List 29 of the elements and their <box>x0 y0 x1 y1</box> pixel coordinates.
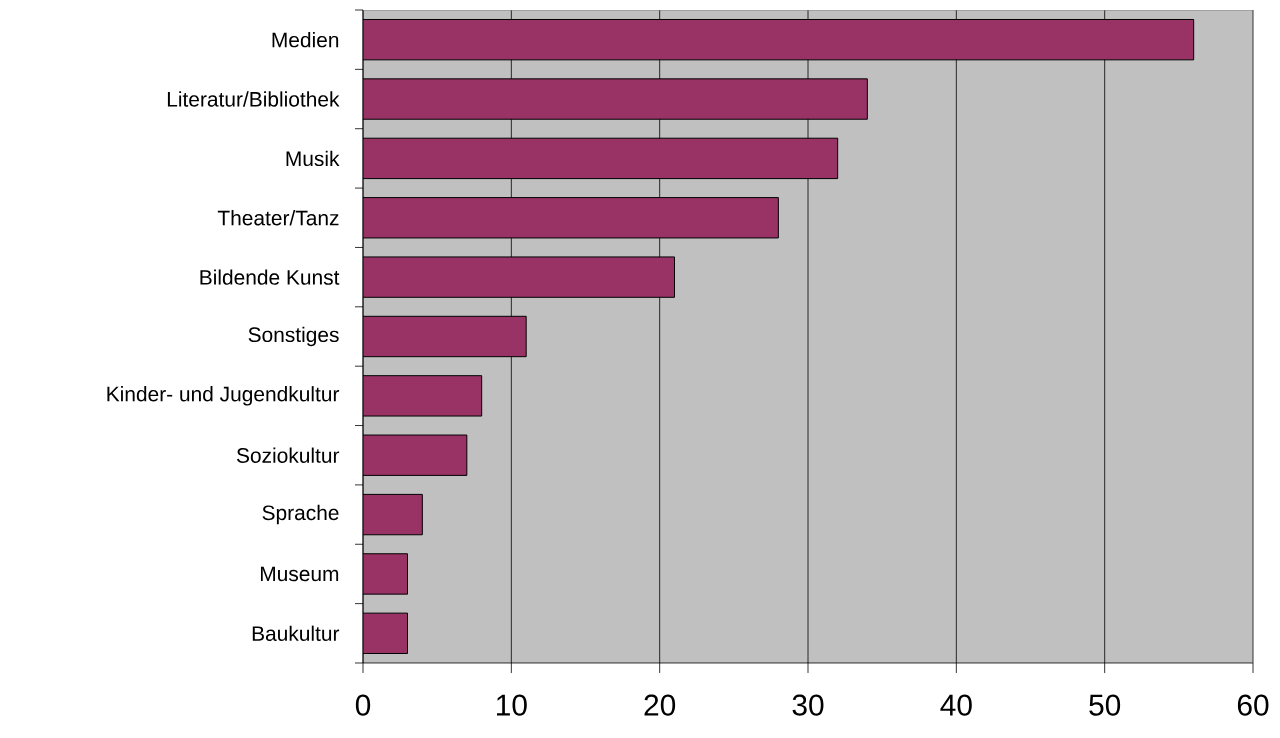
bar <box>363 18 1195 61</box>
y-tick-label: Sonstiges <box>248 326 339 347</box>
y-tick-label: Kinder- und Jugendkultur <box>107 386 340 406</box>
y-tick-label: Theater/Tanz <box>217 210 339 226</box>
bar <box>363 553 409 595</box>
bar <box>363 493 423 536</box>
y-tick-label: Soziokultur <box>236 447 340 463</box>
y-tick-label: Bildende Kunst <box>200 269 340 285</box>
bar <box>363 434 468 476</box>
x-tick-label: 10 <box>497 694 527 716</box>
bar <box>363 612 409 654</box>
x-tick-label: 20 <box>644 694 676 716</box>
x-tick-label: 0 <box>355 694 371 716</box>
x-tick-label: 30 <box>792 694 824 716</box>
x-tick-label: 50 <box>1089 694 1121 716</box>
x-tick-label: 60 <box>1237 694 1269 716</box>
bar <box>363 256 676 298</box>
bar <box>363 197 779 239</box>
y-tick-label: Medien <box>272 31 339 48</box>
y-tick-label: Museum <box>260 566 339 582</box>
bar <box>363 315 527 358</box>
y-tick-label: Sprache <box>262 504 339 525</box>
bar <box>363 137 839 180</box>
bar <box>363 375 483 417</box>
y-tick-label: Literatur/Bibliothek <box>167 91 340 107</box>
x-tick-label: 40 <box>940 694 972 716</box>
y-tick-label: Musik <box>286 150 340 167</box>
y-tick-label: Baukultur <box>252 625 340 641</box>
bar <box>363 78 868 120</box>
